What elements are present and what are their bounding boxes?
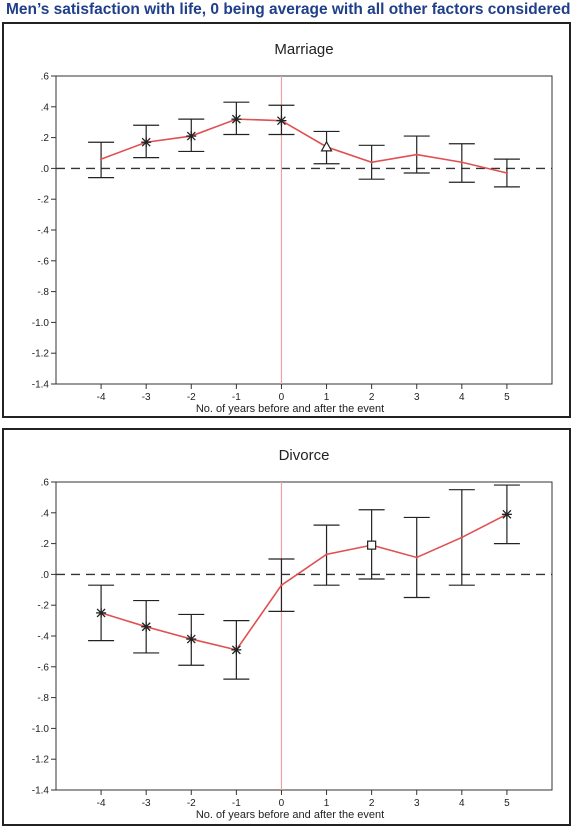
chart-2-xtick-label: -1 — [232, 798, 241, 809]
chart-2-ytick-label: .6 — [41, 478, 50, 489]
chart-1-xtick-label: 3 — [414, 392, 420, 403]
chart-2-star-marker — [186, 634, 197, 645]
chart-1-xtick-label: 2 — [369, 392, 375, 403]
chart-2-data-point — [325, 553, 328, 556]
chart-1-series-line — [100, 118, 508, 174]
chart-2-series-line — [100, 513, 508, 651]
chart-1-ytick-label: .6 — [41, 72, 50, 83]
chart-2-star-marker — [231, 644, 242, 655]
marriage-chart-panel: Marriage .6 .4 .2 .0 -.2 -.4 -.6 -.8 -1.0 -1.2 -1.4… — [2, 22, 571, 418]
chart-1-data-point — [370, 161, 373, 164]
chart-2-ytick-label: -.6 — [37, 662, 49, 673]
headline: Men’s satisfaction with life, 0 being av… — [6, 1, 571, 18]
chart-1-data-point — [99, 157, 103, 161]
chart-1-data-point — [505, 171, 509, 175]
chart-2-plot-frame — [55, 481, 553, 791]
chart-1-ytick-label: -.2 — [37, 195, 49, 206]
chart-1-title: Marriage — [274, 41, 333, 58]
chart-2-star-marker — [96, 607, 107, 618]
chart-1-ytick-label: -1.0 — [32, 318, 50, 329]
chart-1-ytick-label: -.4 — [37, 226, 49, 237]
chart-2-title: Divorce — [279, 447, 330, 464]
chart-1-star-marker — [231, 114, 242, 125]
chart-1-ytick-label: -1.2 — [32, 349, 50, 360]
chart-1-ytick-label: .0 — [41, 164, 50, 175]
chart-2-data-point — [280, 583, 283, 587]
chart-1-xtick-label: -4 — [97, 392, 106, 403]
chart-1-ytick-label: -.6 — [37, 256, 49, 267]
chart-2-ytick-label: .4 — [41, 508, 50, 519]
chart-1-plot-frame — [55, 75, 553, 385]
chart-1-star-marker — [141, 137, 152, 148]
chart-2-ytick-label: -.4 — [37, 632, 49, 643]
chart-2-xaxis-label: No. of years before and after the event — [196, 809, 384, 821]
chart-1-xtick-label: 1 — [324, 392, 330, 403]
divorce-chart-panel: Divorce .6 .4 .2 .0 -.2 -.4 -.6 -.8 -1.0 -1.2 -1.4 -… — [2, 428, 571, 826]
chart-2-data-point — [460, 536, 464, 539]
chart-1-star-marker — [186, 131, 197, 142]
chart-1-data-point — [415, 153, 418, 156]
chart-2-ytick-label: .2 — [41, 539, 50, 550]
chart-2-ytick-label: -.2 — [37, 601, 49, 612]
chart-2-xtick-label: -4 — [97, 798, 106, 809]
chart-1-triangle-marker — [320, 140, 333, 152]
chart-1-ytick-label: .4 — [41, 102, 50, 113]
chart-2-ytick-label: .0 — [41, 570, 50, 581]
chart-1-xtick-label: -1 — [232, 392, 241, 403]
chart-1-xtick-label: -2 — [187, 392, 196, 403]
chart-2-xtick-label: 3 — [414, 798, 420, 809]
chart-2-ytick-label: -1.2 — [32, 755, 50, 766]
chart-1-xtick-label: 0 — [279, 392, 285, 403]
chart-1-xtick-label: -3 — [142, 392, 151, 403]
chart-1-ytick-label: -.8 — [37, 287, 49, 298]
chart-1-xtick-label: 5 — [504, 392, 510, 403]
chart-2-data-point — [415, 556, 418, 559]
chart-2-xtick-label: -3 — [142, 798, 151, 809]
chart-2-xtick-label: 2 — [369, 798, 375, 809]
marriage-chart: Marriage .6 .4 .2 .0 -.2 -.4 -.6 -.8 -1.0 -1.2 -1.4… — [32, 41, 553, 415]
chart-1-ytick-label: .2 — [41, 133, 50, 144]
chart-2-xtick-label: 0 — [279, 798, 285, 809]
chart-2-xtick-label: -2 — [187, 798, 196, 809]
chart-1-xaxis-label: No. of years before and after the event — [196, 403, 384, 415]
chart-2-xtick-label: 5 — [504, 798, 510, 809]
chart-2-ytick-label: -.8 — [37, 693, 49, 704]
chart-1-xtick-label: 4 — [459, 392, 465, 403]
chart-2-ytick-label: -1.4 — [32, 786, 50, 797]
chart-1-ytick-label: -1.4 — [32, 380, 50, 391]
divorce-chart: Divorce .6 .4 .2 .0 -.2 -.4 -.6 -.8 -1.0 -1.2 -1.4 -… — [32, 447, 553, 821]
chart-2-star-marker — [141, 621, 152, 632]
chart-2-xtick-label: 1 — [324, 798, 330, 809]
chart-2-ytick-label: -1.0 — [32, 724, 50, 735]
chart-1-star-marker — [276, 115, 287, 126]
chart-2-star-marker — [501, 509, 512, 520]
chart-2-xtick-label: 4 — [459, 798, 465, 809]
chart-1-data-point — [460, 161, 464, 164]
chart-2-square-marker — [367, 540, 377, 550]
